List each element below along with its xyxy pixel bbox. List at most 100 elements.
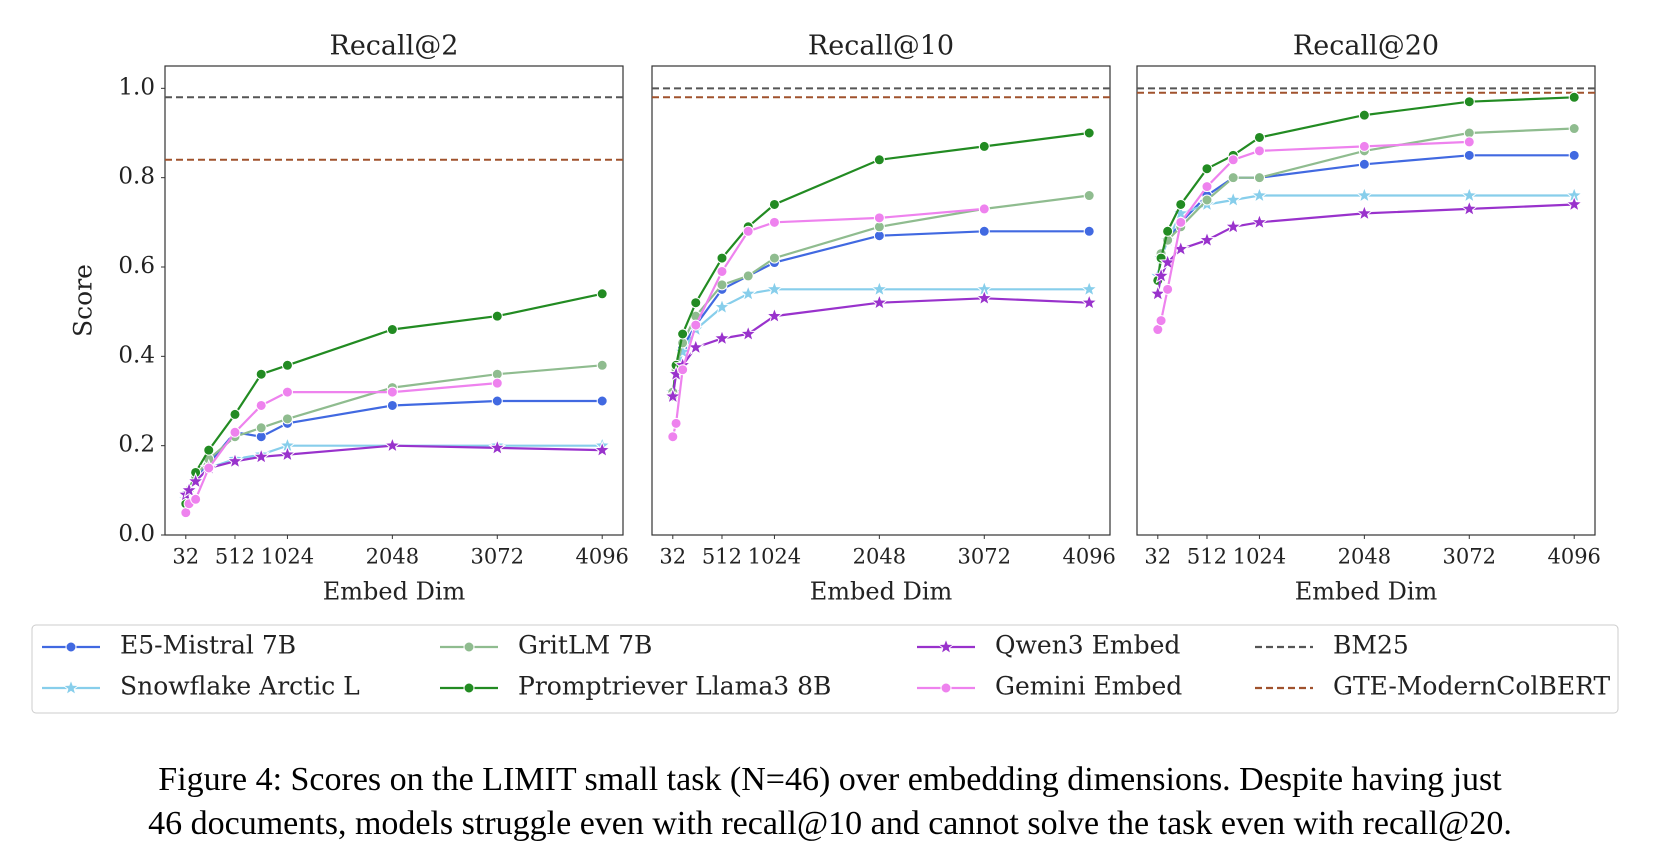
point-marker: [1083, 225, 1095, 237]
point-marker: [768, 252, 780, 264]
series-line: [671, 194, 1090, 393]
point-marker: [1358, 140, 1370, 152]
point-marker: [716, 252, 728, 264]
point-marker: [716, 279, 728, 291]
legend-label: BM25: [1333, 631, 1409, 660]
point-marker: [1198, 230, 1216, 248]
x-tick-label: 4096: [1547, 545, 1600, 569]
legend-entry: Promptriever Llama3 8B: [440, 672, 831, 701]
point-marker: [978, 203, 990, 215]
x-tick-label: 2048: [1338, 545, 1391, 569]
point-marker: [180, 480, 199, 498]
point-marker: [870, 293, 889, 311]
x-axis-label: Embed Dim: [1295, 578, 1438, 606]
x-tick-label: 4096: [575, 545, 628, 569]
point-marker: [1355, 186, 1374, 204]
point-marker: [870, 279, 889, 297]
point-marker: [768, 198, 780, 210]
point-marker: [186, 471, 205, 490]
panel-title: Recall@20: [1293, 31, 1439, 62]
point-marker: [978, 140, 990, 152]
point-marker: [229, 426, 241, 438]
point-marker: [1083, 127, 1095, 139]
point-marker: [593, 440, 612, 458]
point-marker: [690, 297, 702, 309]
point-marker: [255, 399, 267, 411]
point-marker: [386, 324, 398, 336]
point-marker: [252, 447, 271, 465]
legend-marker: [940, 682, 952, 694]
point-marker: [1162, 283, 1174, 295]
y-tick-label: 0.4: [118, 342, 155, 368]
point-marker: [670, 417, 682, 429]
point-marker: [765, 279, 784, 297]
legend-label: GritLM 7B: [518, 631, 652, 660]
point-marker: [739, 324, 758, 342]
point-marker: [488, 438, 507, 456]
y-tick-label: 0.0: [118, 521, 155, 547]
point-marker: [713, 297, 731, 315]
x-tick-label: 1024: [1233, 545, 1286, 569]
point-marker: [383, 436, 402, 454]
x-tick-label: 2048: [366, 545, 419, 569]
point-marker: [386, 386, 398, 398]
x-tick-label: 2048: [853, 545, 906, 569]
point-marker: [278, 445, 297, 463]
series-line: [1156, 203, 1575, 294]
point-marker: [1253, 172, 1265, 184]
point-marker: [1083, 190, 1095, 202]
point-marker: [1227, 154, 1239, 166]
point-marker: [1568, 149, 1580, 161]
point-marker: [1358, 109, 1370, 121]
point-marker: [190, 493, 202, 505]
x-tick-label: 32: [1144, 545, 1171, 569]
legend-label: Gemini Embed: [995, 672, 1182, 701]
point-marker: [716, 265, 728, 277]
y-tick-label: 0.8: [118, 164, 155, 190]
point-marker: [1463, 149, 1475, 161]
point-marker: [281, 413, 293, 425]
x-tick-label: 512: [215, 545, 255, 569]
point-marker: [742, 270, 754, 282]
point-marker: [281, 386, 293, 398]
point-marker: [255, 422, 267, 434]
panel-title: Recall@10: [808, 31, 954, 62]
x-tick-label: 3072: [1443, 545, 1496, 569]
x-tick-label: 1024: [748, 545, 801, 569]
legend-marker: [463, 641, 475, 653]
legend-marker: [62, 678, 80, 696]
point-marker: [713, 329, 731, 347]
point-marker: [1224, 190, 1243, 208]
point-marker: [1568, 91, 1580, 103]
legend-entry: GritLM 7B: [440, 631, 652, 660]
legend-entry: Gemini Embed: [917, 672, 1182, 701]
point-marker: [1080, 279, 1099, 297]
legend-entry: BM25: [1255, 631, 1409, 660]
point-marker: [677, 364, 689, 376]
point-marker: [690, 319, 702, 331]
legend-marker: [65, 641, 77, 653]
legend-entry: E5-Mistral 7B: [42, 631, 296, 660]
legend-label: E5-Mistral 7B: [120, 631, 296, 660]
legend-entry: Snowflake Arctic L: [42, 672, 360, 701]
x-axis-label: Embed Dim: [810, 578, 953, 606]
caption-line: Figure 4: Scores on the LIMIT small task…: [158, 761, 1502, 798]
point-marker: [1175, 216, 1187, 228]
y-tick-label: 0.2: [118, 432, 155, 458]
series-line: [671, 131, 1090, 397]
point-marker: [873, 154, 885, 166]
legend-label: Qwen3 Embed: [995, 631, 1180, 660]
point-marker: [1358, 158, 1370, 170]
y-axis-label: Score: [69, 264, 98, 337]
legend-box: [31, 624, 1619, 714]
point-marker: [667, 431, 679, 443]
point-marker: [1460, 186, 1479, 204]
point-marker: [596, 359, 608, 371]
point-marker: [1355, 203, 1374, 222]
point-marker: [1171, 203, 1190, 222]
point-marker: [281, 359, 293, 371]
point-marker: [1224, 217, 1243, 235]
legend-entry: Qwen3 Embed: [917, 631, 1180, 660]
point-marker: [1201, 194, 1213, 206]
